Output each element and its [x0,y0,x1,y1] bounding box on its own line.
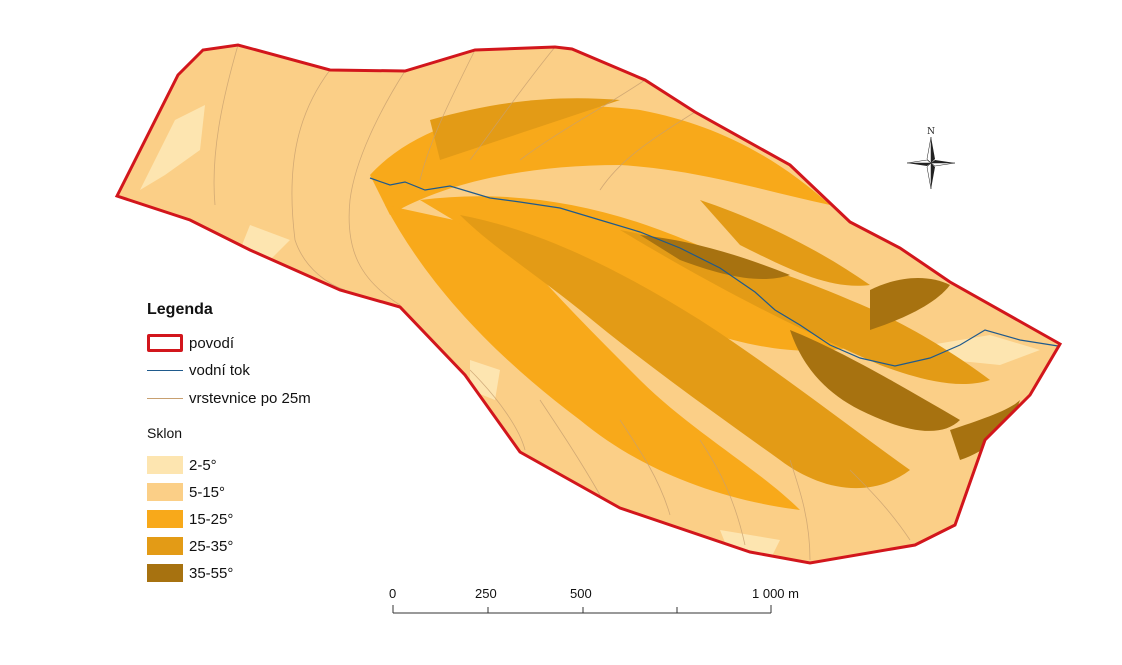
north-arrow-icon [906,136,956,190]
scale-bar [392,605,772,614]
slope-label: 35-55° [189,564,234,582]
slope-label: 5-15° [189,483,226,501]
stream-symbol [147,369,183,371]
slope-legend-title: Sklon [147,425,183,441]
stream-line [369,177,1059,367]
slope-class-5-15: 5-15° [147,481,225,503]
slope-class-2-5: 2-5° [147,454,217,476]
legend-label: vrstevnice po 25m [189,389,311,407]
scale-label-500: 500 [570,586,592,601]
slope-swatch [147,564,183,582]
basin-symbol [147,334,183,352]
legend-title: Legenda [147,301,213,318]
slope-label: 2-5° [189,456,217,474]
slope-raster [117,45,1060,563]
legend-label: vodní tok [189,361,250,379]
slope-label: 25-35° [189,537,234,555]
contour-symbol [147,397,183,399]
slope-label: 15-25° [189,510,234,528]
slope-swatch [147,537,183,555]
legend-label: povodí [189,334,235,352]
north-label: N [927,127,935,137]
slope-swatch [147,456,183,474]
basin-boundary [114,43,1063,565]
slope-swatch [147,483,183,501]
scale-label-250: 250 [475,586,497,601]
legend-item-stream: vodní tok [147,359,250,381]
slope-class-25-35: 25-35° [147,535,233,557]
scale-label-0: 0 [389,586,397,601]
legend-item-basin: povodí [147,332,234,354]
slope-class-15-25: 15-25° [147,508,233,530]
scale-label-1000: 1 000 m [752,586,799,601]
slope-swatch [147,510,183,528]
legend-item-contour: vrstevnice po 25m [147,387,311,409]
slope-class-35-55: 35-55° [147,562,233,584]
